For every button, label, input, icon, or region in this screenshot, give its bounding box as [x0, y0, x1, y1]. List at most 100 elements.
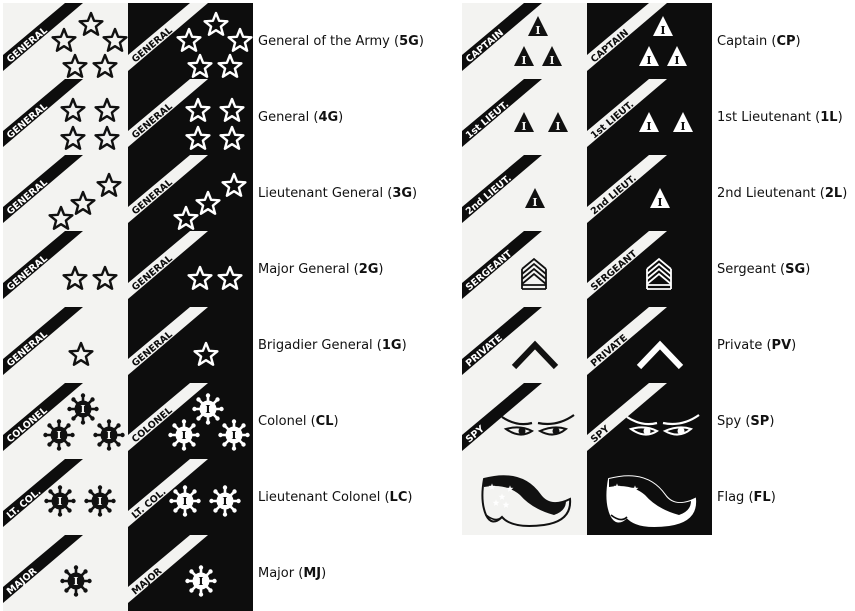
- light-piece-pv: PRIVATE: [462, 307, 587, 383]
- rank-column-right: CAPTAIN I I I CAPTAIN I I I Captain (CP) 1st LIEU…: [462, 3, 847, 535]
- insignia: I I I: [639, 16, 687, 67]
- star-icon: [195, 190, 221, 215]
- svg-text:I: I: [549, 54, 554, 67]
- rank-label: Private (PV): [717, 337, 797, 353]
- insignia: [62, 265, 118, 290]
- rank-label: 1st Lieutenant (1L): [717, 109, 843, 125]
- rank-name: General: [258, 109, 310, 125]
- light-piece-5g: GENERAL: [3, 3, 128, 79]
- insignia: I I I: [514, 16, 562, 67]
- light-piece-cp: CAPTAIN I I I: [462, 3, 587, 79]
- rank-code: CP: [776, 33, 796, 49]
- svg-text:I: I: [521, 54, 526, 67]
- sun-icon: I: [44, 485, 76, 517]
- star-icon: [187, 53, 213, 78]
- insignia: [511, 340, 559, 370]
- svg-text:I: I: [646, 54, 651, 67]
- insignia: [51, 11, 128, 78]
- light-piece-1l: 1st LIEUT. I I: [462, 79, 587, 155]
- svg-text:I: I: [532, 196, 537, 209]
- sun-icon: I: [185, 565, 217, 597]
- rank-row-mj: MAJOR I MAJOR I Major (MJ): [3, 535, 424, 611]
- rank-code: LC: [389, 489, 408, 505]
- rank-name: Colonel: [258, 413, 307, 429]
- light-piece-mj: MAJOR I: [3, 535, 128, 611]
- light-piece-3g: GENERAL: [3, 155, 128, 231]
- svg-text:I: I: [674, 54, 679, 67]
- rank-row-pv: PRIVATE PRIVATE Private (PV): [462, 307, 847, 383]
- triangle-icon: I: [639, 46, 659, 67]
- light-piece-lc: LT. COL. I I: [3, 459, 128, 535]
- rank-label: Colonel (CL): [258, 413, 339, 429]
- light-piece-sg: SERGEANT: [462, 231, 587, 307]
- rank-name: Spy: [717, 413, 742, 429]
- insignia: I I I: [168, 393, 250, 451]
- light-piece-4g: GENERAL: [3, 79, 128, 155]
- star-icon: [221, 172, 247, 197]
- rank-name: Lieutenant Colonel: [258, 489, 381, 505]
- dark-piece-1g: GENERAL: [128, 307, 253, 383]
- rank-code: 2L: [824, 185, 843, 201]
- svg-text:I: I: [80, 403, 85, 416]
- sun-icon: I: [84, 485, 116, 517]
- triangle-icon: I: [653, 16, 673, 37]
- star-icon: [92, 265, 118, 290]
- sun-icon: I: [93, 419, 125, 451]
- dark-piece-2g: GENERAL: [128, 231, 253, 307]
- svg-text:I: I: [57, 495, 62, 508]
- svg-text:I: I: [106, 429, 111, 442]
- dark-piece-sg: SERGEANT: [587, 231, 712, 307]
- rank-name: Private: [717, 337, 763, 353]
- rank-name: Lieutenant General: [258, 185, 384, 201]
- dark-piece-mj: MAJOR I: [128, 535, 253, 611]
- sun-icon: I: [67, 393, 99, 425]
- chevrons-icon: [521, 257, 547, 290]
- sun-icon: I: [218, 419, 250, 451]
- rank-label: 2nd Lieutenant (2L): [717, 185, 848, 201]
- insignia: I: [60, 565, 92, 597]
- triangle-icon: I: [548, 112, 568, 133]
- rank-row-1l: 1st LIEUT. I I 1st LIEUT. I I 1st Lieutenant (…: [462, 79, 847, 155]
- svg-text:I: I: [181, 429, 186, 442]
- dark-piece-cl: COLONEL I I I: [128, 383, 253, 459]
- star-icon: [51, 27, 77, 52]
- star-icon: [48, 205, 74, 230]
- insignia: I: [650, 188, 670, 209]
- svg-text:I: I: [56, 429, 61, 442]
- dark-piece-fl: [587, 459, 712, 535]
- svg-text:I: I: [535, 24, 540, 37]
- star-icon: [94, 97, 120, 122]
- eyes-icon: [501, 414, 575, 436]
- insignia: [185, 97, 245, 150]
- svg-text:I: I: [660, 24, 665, 37]
- light-piece-cl: COLONEL I I I: [3, 383, 128, 459]
- star-icon: [60, 97, 86, 122]
- rank-code: 2G: [358, 261, 379, 277]
- star-icon: [219, 125, 245, 150]
- rank-name: 1st Lieutenant: [717, 109, 812, 125]
- rank-code: 1L: [820, 109, 838, 125]
- insignia: [521, 257, 547, 290]
- rank-label: Lieutenant General (3G): [258, 185, 418, 201]
- svg-text:I: I: [97, 495, 102, 508]
- sun-icon: I: [60, 565, 92, 597]
- rank-name: Brigadier General: [258, 337, 373, 353]
- star-icon: [78, 11, 104, 36]
- svg-text:I: I: [555, 120, 560, 133]
- rank-code: MJ: [303, 565, 322, 581]
- insignia: [68, 341, 94, 366]
- light-piece-sp: SPY: [462, 383, 587, 459]
- rank-name: Sergeant: [717, 261, 776, 277]
- insignia: [193, 341, 219, 366]
- rank-name: Major General: [258, 261, 350, 277]
- rank-code: PV: [771, 337, 792, 353]
- rank-row-lc: LT. COL. I I LT. COL. I I Lieutenant Colonel (…: [3, 459, 424, 535]
- rank-name: Flag: [717, 489, 745, 505]
- rank-label: Major General (2G): [258, 261, 384, 277]
- star-icon: [176, 27, 202, 52]
- light-piece-fl: [462, 459, 587, 535]
- light-piece-1g: GENERAL: [3, 307, 128, 383]
- dark-piece-3g: GENERAL: [128, 155, 253, 231]
